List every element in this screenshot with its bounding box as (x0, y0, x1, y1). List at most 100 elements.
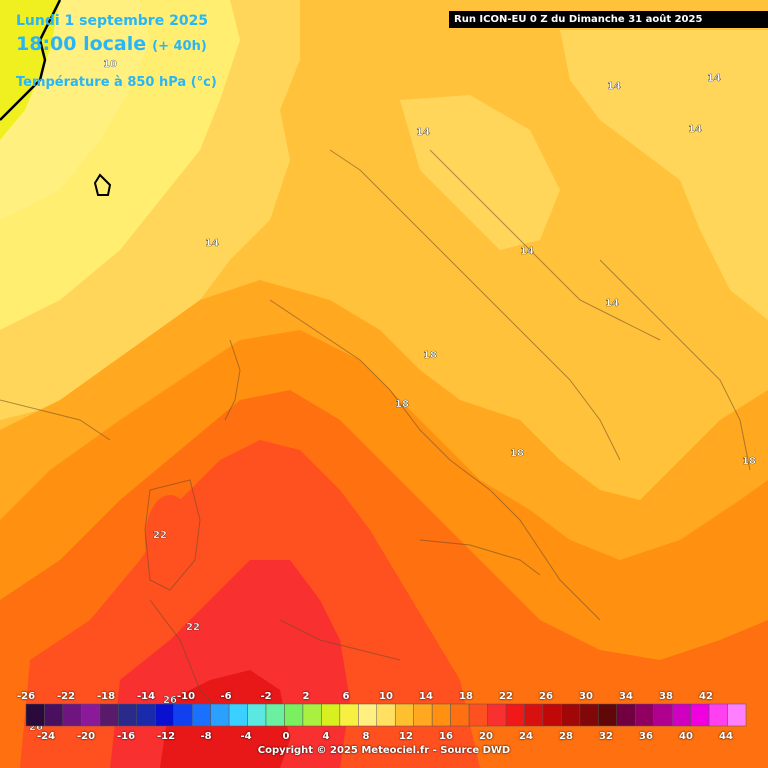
legend-tick-label: -14 (136, 691, 156, 702)
legend-tick-label: -4 (240, 731, 252, 742)
isotherm-label: 14 (607, 81, 621, 92)
legend-tick-label: 28 (559, 731, 573, 742)
legend-swatch (450, 703, 470, 727)
legend-swatch (671, 703, 691, 727)
isotherm-label: 18 (742, 456, 756, 467)
legend-tick-label: 32 (599, 731, 613, 742)
legend-tick-label: 36 (639, 731, 653, 742)
legend-swatch (173, 703, 193, 727)
legend-swatch (154, 703, 174, 727)
legend-swatch (99, 703, 119, 727)
legend-tick-label: 30 (579, 691, 593, 702)
legend-swatch (210, 703, 230, 727)
legend-tick-label: -22 (56, 691, 76, 702)
parameter-title: Température à 850 hPa (°c) (16, 75, 217, 90)
legend-swatch (265, 703, 285, 727)
legend-lower-ticks: -24 -20 -16 -12 -8 -4 0 4 8 12 16 20 24 28 32 36 40 44 (0, 731, 768, 744)
legend-tick-label: 22 (499, 691, 513, 702)
sardinia-warm-patch (145, 495, 195, 585)
legend-tick-label: -8 (200, 731, 212, 742)
legend-swatch (62, 703, 82, 727)
isotherm-label: 26 (29, 722, 43, 733)
legend-tick-label: 0 (282, 731, 290, 742)
isotherm-10-contour (0, 0, 62, 121)
legend-swatch (339, 703, 359, 727)
legend-swatch (690, 703, 710, 727)
isotherm-label: 18 (395, 399, 409, 410)
legend-tick-label: -16 (116, 731, 136, 742)
legend-swatch (561, 703, 581, 727)
legend-tick-label: 44 (719, 731, 733, 742)
isotherm-label: 10 (103, 59, 117, 70)
legend-swatch (358, 703, 378, 727)
isotherm-label: 18 (423, 350, 437, 361)
legend-tick-label: 18 (459, 691, 473, 702)
legend-swatch (228, 703, 248, 727)
legend-tick-label: 24 (519, 731, 533, 742)
legend-swatch (44, 703, 64, 727)
legend-tick-label: 8 (362, 731, 370, 742)
legend-swatch (579, 703, 599, 727)
legend-swatch (653, 703, 673, 727)
legend-tick-label: 20 (479, 731, 493, 742)
legend-swatch (468, 703, 488, 727)
legend-tick-label: 26 (539, 691, 553, 702)
legend-tick-label: 16 (439, 731, 453, 742)
legend-tick-label: -10 (176, 691, 196, 702)
local-time-value: 18:00 locale (16, 33, 147, 55)
legend-swatch (505, 703, 525, 727)
legend-tick-label: 10 (379, 691, 393, 702)
isotherm-label: 14 (205, 238, 219, 249)
legend-tick-label: -24 (36, 731, 56, 742)
legend-tick-label: -2 (260, 691, 272, 702)
isotherm-label: 22 (186, 622, 200, 633)
forecast-offset: (+ 40h) (152, 39, 207, 54)
legend-swatch (376, 703, 396, 727)
legend-upper-ticks: -26 -22 -18 -14 -10 -6 -2 2 6 10 14 18 22 26 30 34 38 42 (0, 691, 768, 704)
legend-swatch (247, 703, 267, 727)
isotherm-label: 22 (153, 530, 167, 541)
legend-tick-label: -12 (156, 731, 176, 742)
copyright-notice: Copyright © 2025 Meteociel.fr - Source D… (257, 745, 511, 756)
legend-swatch (284, 703, 304, 727)
legend-swatch (542, 703, 562, 727)
legend-swatch (394, 703, 414, 727)
legend-tick-label: 38 (659, 691, 673, 702)
isotherm-label: 14 (520, 246, 534, 257)
legend-swatch (524, 703, 544, 727)
zone-ne-12-14 (560, 30, 768, 320)
legend-swatch (616, 703, 636, 727)
legend-tick-label: 2 (302, 691, 310, 702)
legend-tick-label: 6 (342, 691, 350, 702)
legend-swatch (727, 703, 747, 727)
legend-swatch (431, 703, 451, 727)
legend-swatch (413, 703, 433, 727)
legend-tick-label: 14 (419, 691, 433, 702)
legend-swatch (708, 703, 728, 727)
isotherm-label: 18 (510, 448, 524, 459)
legend-tick-label: -6 (220, 691, 232, 702)
legend-swatch (634, 703, 654, 727)
legend-tick-label: -20 (76, 731, 96, 742)
legend-tick-label: -26 (16, 691, 36, 702)
isotherm-label: 26 (163, 695, 177, 706)
isotherm-label: 14 (605, 298, 619, 309)
legend-swatch (81, 703, 101, 727)
legend-swatch (25, 703, 45, 727)
legend-swatch (118, 703, 138, 727)
isotherm-loop (93, 173, 112, 196)
legend-swatch (191, 703, 211, 727)
legend-swatch (302, 703, 322, 727)
legend-swatch (598, 703, 618, 727)
forecast-date: Lundi 1 septembre 2025 (16, 13, 209, 29)
zone-ne-adriatic (400, 95, 560, 250)
isotherm-label: 14 (688, 124, 702, 135)
color-legend-bar (25, 703, 747, 727)
legend-swatch (136, 703, 156, 727)
run-info-banner: Run ICON-EU 0 Z du Dimanche 31 août 2025 (449, 11, 768, 28)
legend-tick-label: 42 (699, 691, 713, 702)
forecast-local-time: 18:00 locale (+ 40h) (16, 33, 207, 55)
legend-tick-label: 40 (679, 731, 693, 742)
